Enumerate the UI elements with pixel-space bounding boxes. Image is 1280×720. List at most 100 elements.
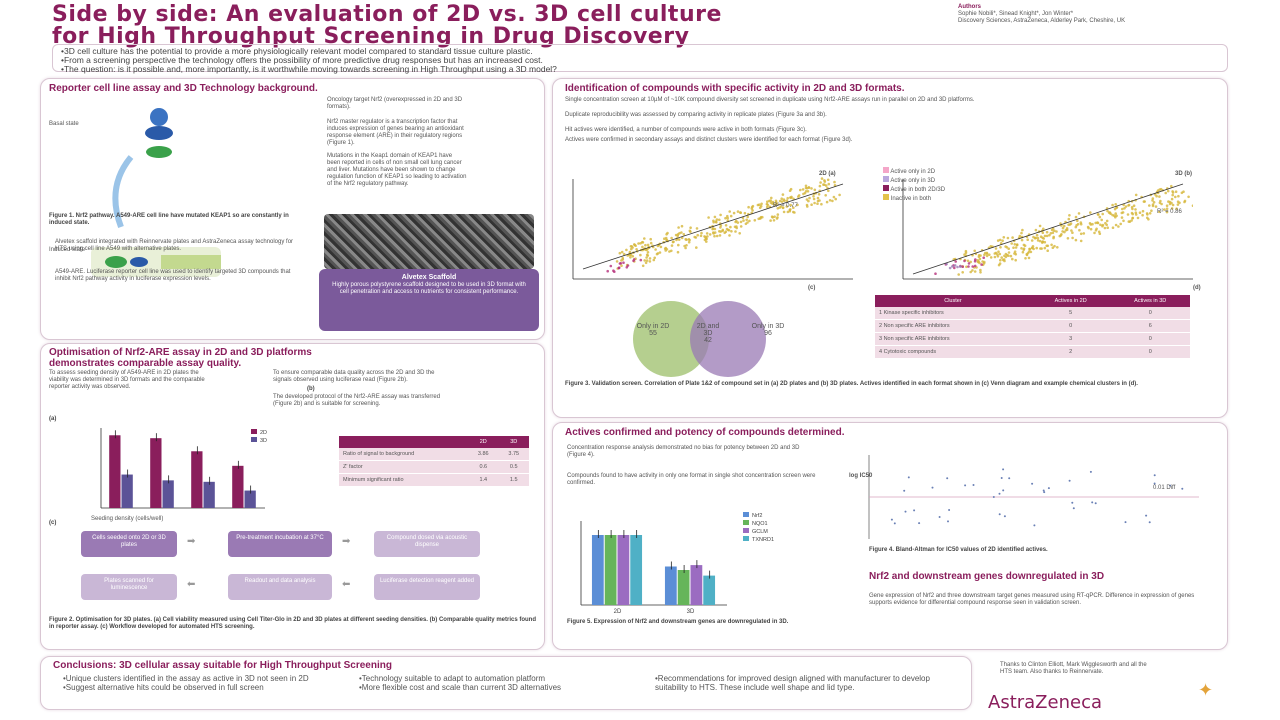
workflow-step-1: Cells seeded onto 2D or 3D plates <box>81 531 177 557</box>
scatter-point <box>1050 243 1053 247</box>
scatter-point <box>687 240 691 244</box>
legend-label: TXNRD1 <box>752 537 774 543</box>
scatter-point <box>813 188 817 192</box>
table-row: Z' factor 0.6 0.5 <box>339 460 529 474</box>
scatter-point <box>1150 209 1153 212</box>
scatter-point <box>630 245 634 248</box>
scatter-point <box>1011 257 1014 261</box>
scatter-point <box>1079 221 1083 224</box>
scatter-point <box>963 259 966 263</box>
scatter-point <box>696 233 699 237</box>
scatter-point <box>1070 229 1073 232</box>
scatter-point <box>1106 209 1109 213</box>
authors-block: Authors Sophie Nobili*, Sinead Knight*, … <box>958 4 1158 25</box>
scatter-point <box>1020 231 1023 235</box>
scatter-point <box>808 196 811 200</box>
label-b: (b) <box>307 386 315 392</box>
scatter-point <box>964 484 967 487</box>
scatter-point <box>1074 225 1078 229</box>
table-label-d: (d) <box>1193 285 1201 291</box>
scatter-point <box>1045 230 1049 234</box>
scatter-point <box>792 197 795 201</box>
scatter-point <box>1056 246 1059 249</box>
scatter-point <box>1076 219 1079 223</box>
scatter-point <box>708 233 712 236</box>
scatter-point <box>622 261 625 264</box>
scatter-point <box>985 254 989 258</box>
scatter-point <box>780 197 783 200</box>
table-cell: 2 Non specific ARE inhibitors <box>875 319 1031 333</box>
scatter-point <box>1005 253 1009 257</box>
scatter-point <box>956 265 959 269</box>
scatter-point <box>948 266 952 270</box>
scatter-point <box>1036 239 1040 242</box>
scatter-point <box>967 262 971 265</box>
scatter-point <box>1151 203 1155 206</box>
scatter-point <box>1027 250 1031 253</box>
table-cell: 3 Non specific ARE inhibitors <box>875 332 1031 346</box>
scatter-point <box>1003 515 1006 518</box>
scatter-point <box>965 265 968 269</box>
seeding-density-axis-label: Seeding density (cells/well) <box>91 516 164 522</box>
scatter-point <box>703 238 707 242</box>
scatter-point <box>796 203 799 207</box>
scatter-point <box>1045 244 1048 248</box>
scatter-point <box>781 193 785 196</box>
scatter-point <box>618 251 622 255</box>
scatter-point <box>739 220 743 224</box>
scatter-point <box>961 265 964 268</box>
scatter-point <box>628 250 632 254</box>
scatter-point <box>961 271 964 274</box>
scatter-point <box>609 264 613 268</box>
scatter-point <box>746 215 749 219</box>
figure5-caption: Figure 5. Expression of Nrf2 and downstr… <box>567 619 789 625</box>
scatter-point <box>1105 223 1108 227</box>
figure2-caption: Figure 2. Optimisation for 3D plates. (a… <box>49 617 536 630</box>
scatter-point <box>994 251 998 255</box>
conclusions-col3: •Recommendations for improved design ali… <box>655 674 930 692</box>
scatter-point <box>772 219 776 222</box>
scatter-point <box>1077 212 1081 215</box>
gene-expression-chart: 2D 3D Nrf2 NQO1 GCLM TXNRD1 <box>580 512 774 615</box>
scatter-point <box>724 224 728 227</box>
scatter-point <box>973 264 977 268</box>
scatter-point <box>999 258 1002 262</box>
scatter-point <box>918 522 921 525</box>
scatter-point <box>954 260 957 263</box>
scatter-point <box>734 220 737 224</box>
scatter-point <box>773 215 776 218</box>
scatter-point <box>625 248 628 252</box>
scatter-point <box>1141 209 1145 213</box>
scatter-point <box>1002 468 1005 471</box>
scatter-point <box>974 258 977 261</box>
scatter-point <box>824 184 828 187</box>
scatter-point <box>1067 217 1071 221</box>
scatter-point <box>1041 236 1044 240</box>
scatter-point <box>1043 240 1047 244</box>
scatter-a-label: 2D (a) <box>819 171 836 177</box>
legend-swatch <box>251 429 257 434</box>
scatter-point <box>890 518 893 521</box>
basal-state-label: Basal state <box>49 121 79 127</box>
venn-left-label: Only in 2D 55 <box>636 323 670 337</box>
table-row: Minimum significant ratio 1.4 1.5 <box>339 473 529 487</box>
scatter-point <box>971 269 974 272</box>
table-cell: 3 <box>1030 332 1111 346</box>
scatter-point <box>806 190 810 193</box>
scatter-point <box>770 215 774 218</box>
scatter-point <box>822 183 825 186</box>
table-cell: 0 <box>1110 332 1190 346</box>
scatter-point <box>1134 211 1138 214</box>
scatter-point <box>776 213 780 216</box>
scatter-b-label: 3D (b) <box>1175 171 1192 177</box>
scatter-plot-3d <box>902 179 1193 280</box>
scatter-point <box>729 214 733 218</box>
scatter-mean-label: 0.01 Diff <box>1153 485 1176 491</box>
scatter-point <box>1049 232 1053 235</box>
scatter-point <box>820 177 824 180</box>
scatter-point <box>1007 251 1011 254</box>
scatter-point <box>1068 479 1071 482</box>
scatter-point <box>993 255 997 259</box>
scatter-point <box>973 270 977 273</box>
scatter-point <box>1174 195 1177 199</box>
